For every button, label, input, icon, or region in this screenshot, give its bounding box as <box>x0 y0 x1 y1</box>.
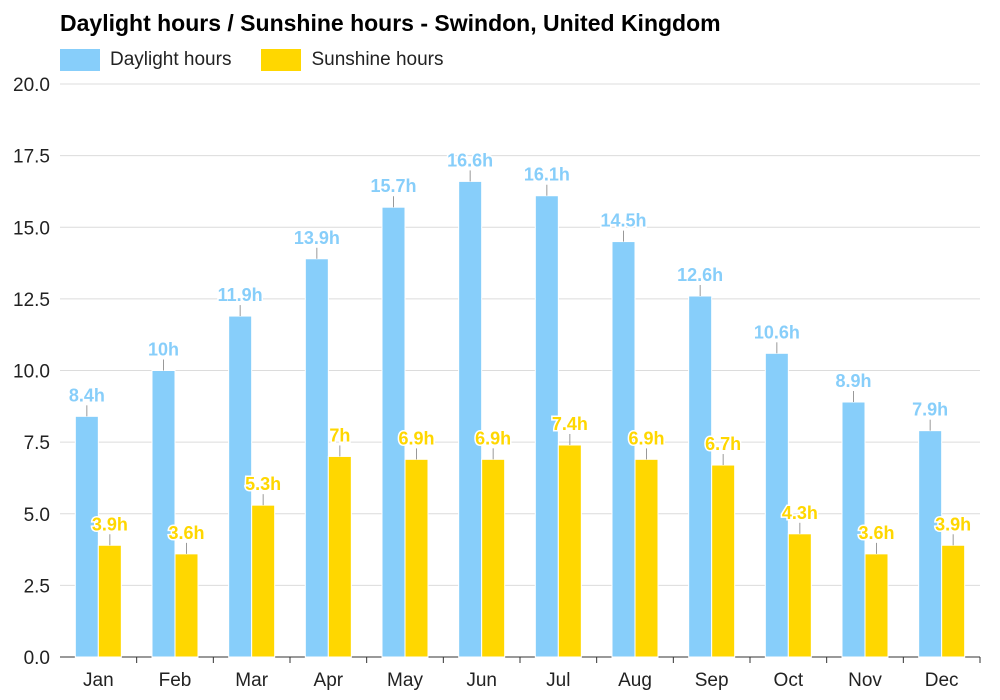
sunshine-bar <box>941 544 966 658</box>
daylight-data-label: 8.9h <box>835 371 871 391</box>
daylight-data-label: 14.5h <box>600 211 646 231</box>
sunshine-data-label: 3.6h <box>168 523 204 543</box>
sunshine-data-label: 3.6h <box>858 523 894 543</box>
x-tick-label: Jun <box>466 670 497 691</box>
daylight-bar <box>74 415 99 658</box>
sunshine-data-label: 7.4h <box>552 414 588 434</box>
daylight-data-label: 12.6h <box>677 265 723 285</box>
x-tick-label: Oct <box>774 670 804 691</box>
x-tick-label: Jan <box>83 670 114 691</box>
y-tick-label: 5.0 <box>24 505 50 526</box>
y-tick-label: 2.5 <box>24 576 50 597</box>
sunshine-bar <box>711 464 736 658</box>
daylight-data-label: 7.9h <box>912 400 948 420</box>
sunshine-bar <box>864 553 889 658</box>
daylight-bar <box>688 295 713 658</box>
daylight-bar <box>151 370 176 658</box>
sunshine-data-label: 6.9h <box>628 428 664 448</box>
sunshine-bar <box>787 533 812 658</box>
sunshine-data-label: 6.9h <box>475 428 511 448</box>
legend-label-sunshine: Sunshine hours <box>311 49 444 70</box>
sunshine-bar <box>557 444 582 658</box>
sunshine-data-label: 7h <box>329 425 350 445</box>
y-tick-label: 17.5 <box>13 147 50 168</box>
daylight-data-label: 8.4h <box>69 385 105 405</box>
sunshine-data-label: 5.3h <box>245 474 281 494</box>
daylight-data-label: 16.6h <box>447 150 493 170</box>
sunshine-data-label: 4.3h <box>782 503 818 523</box>
y-tick-label: 0.0 <box>24 648 50 669</box>
legend-label-daylight: Daylight hours <box>110 49 232 70</box>
y-tick-label: 7.5 <box>24 433 50 454</box>
daylight-data-label: 16.1h <box>524 165 570 185</box>
sunshine-data-label: 3.9h <box>935 514 971 534</box>
x-tick-label: Apr <box>314 670 344 691</box>
x-tick-label: Nov <box>848 670 882 691</box>
sunshine-bar <box>481 458 506 658</box>
x-tick-label: Aug <box>618 670 652 691</box>
daylight-bar <box>458 180 483 658</box>
y-tick-label: 10.0 <box>13 362 50 383</box>
x-tick-label: Feb <box>159 670 192 691</box>
y-tick-label: 15.0 <box>13 218 50 239</box>
daylight-bar <box>304 258 329 658</box>
sunshine-data-label: 6.7h <box>705 434 741 454</box>
sunshine-data-label: 3.9h <box>92 514 128 534</box>
x-tick-label: May <box>387 670 423 691</box>
sunshine-bar <box>251 504 276 658</box>
y-tick-label: 20.0 <box>13 75 50 96</box>
sunshine-bar <box>97 544 122 658</box>
sunshine-bar <box>634 458 659 658</box>
legend-swatch-sunshine <box>261 49 302 71</box>
chart-title: Daylight hours / Sunshine hours - Swindo… <box>60 10 721 36</box>
daylight-bar <box>611 241 636 658</box>
legend-item-daylight[interactable]: Daylight hours <box>60 49 231 71</box>
sunshine-data-label: 6.9h <box>398 428 434 448</box>
daylight-data-label: 15.7h <box>370 176 416 196</box>
legend-item-sunshine[interactable]: Sunshine hours <box>261 49 444 71</box>
sunshine-bar <box>174 553 199 658</box>
daylight-bar <box>918 430 943 658</box>
sunshine-bar <box>404 458 429 658</box>
x-tick-label: Mar <box>235 670 268 691</box>
daylight-data-label: 11.9h <box>218 285 263 305</box>
x-tick-label: Dec <box>925 670 959 691</box>
legend-swatch-daylight <box>60 49 100 71</box>
x-tick-label: Sep <box>695 670 729 691</box>
daylight-data-label: 10h <box>148 340 179 360</box>
daylight-data-label: 10.6h <box>754 322 800 342</box>
x-tick-label: Jul <box>546 670 570 691</box>
sunshine-bar <box>327 455 352 658</box>
daylight-data-label: 13.9h <box>294 228 340 248</box>
legend: Daylight hours Sunshine hours <box>60 49 444 71</box>
y-tick-label: 12.5 <box>13 290 50 311</box>
